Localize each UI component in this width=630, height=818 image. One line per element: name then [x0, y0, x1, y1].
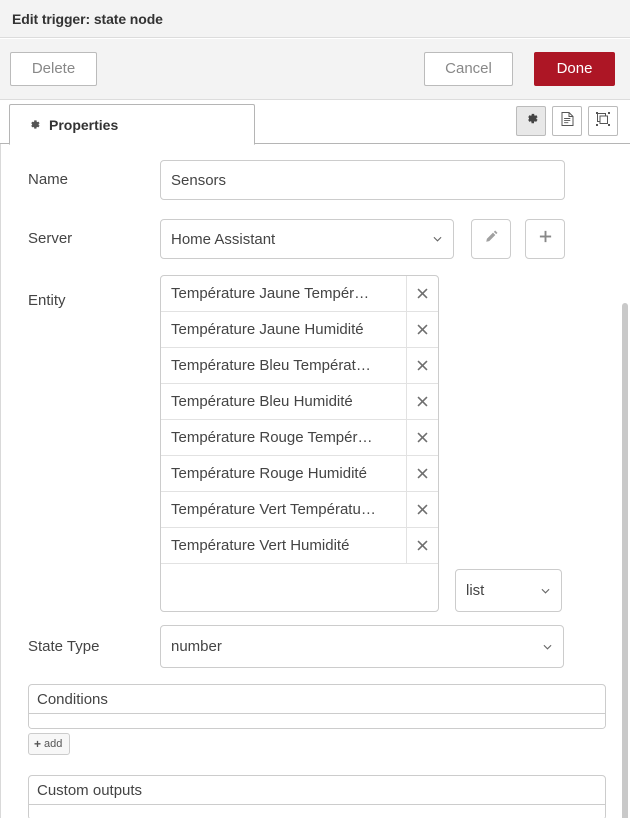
- entity-label: Entity: [28, 292, 66, 309]
- dialog-titlebar: Edit trigger: state node: [0, 0, 630, 38]
- close-icon[interactable]: [406, 419, 438, 456]
- conditions-panel: Conditions: [28, 684, 606, 729]
- entity-list-item-label: Température Vert Températu…: [171, 501, 376, 518]
- gear-icon: [524, 111, 539, 131]
- close-icon[interactable]: [406, 527, 438, 564]
- server-select-value: Home Assistant: [171, 230, 276, 248]
- entity-list-item[interactable]: Température Jaune Tempér…: [161, 276, 438, 312]
- entity-list-item-label: Température Jaune Humidité: [171, 321, 364, 338]
- node-appearance-icon: [595, 111, 611, 132]
- form-scrollbar-track[interactable]: [617, 145, 630, 818]
- custom-outputs-rows: [29, 805, 605, 818]
- edit-server-button[interactable]: [471, 219, 511, 259]
- delete-button[interactable]: Delete: [10, 52, 97, 86]
- properties-form: Name Server Home Assistant Entity: [0, 144, 630, 818]
- entity-list-item[interactable]: Température Vert Humidité: [161, 527, 438, 564]
- entity-list-item[interactable]: Température Bleu Températ…: [161, 347, 438, 384]
- close-icon[interactable]: [406, 276, 438, 312]
- server-select[interactable]: Home Assistant: [160, 219, 454, 259]
- entity-list-item[interactable]: Température Vert Températu…: [161, 491, 438, 528]
- close-icon[interactable]: [406, 347, 438, 384]
- chevron-down-icon: [433, 236, 442, 242]
- tab-properties-label: Properties: [49, 116, 119, 133]
- entity-match-type-value: list: [466, 582, 485, 599]
- node-tool-buttons: [516, 106, 618, 136]
- entity-new-entry-row[interactable]: [161, 564, 438, 611]
- dialog-title: Edit trigger: state node: [12, 11, 163, 27]
- description-icon: [560, 111, 575, 132]
- gear-icon: [28, 118, 41, 131]
- entity-list-item-label: Température Vert Humidité: [171, 537, 350, 554]
- custom-outputs-panel: Custom outputs: [28, 775, 606, 818]
- form-scrollbar-thumb[interactable]: [622, 303, 628, 818]
- tab-strip: Properties: [0, 101, 630, 145]
- cancel-button[interactable]: Cancel: [424, 52, 513, 86]
- plus-icon: +: [34, 737, 42, 751]
- node-description-button[interactable]: [552, 106, 582, 136]
- entity-list-item[interactable]: Température Rouge Tempér…: [161, 419, 438, 456]
- close-icon[interactable]: [406, 455, 438, 492]
- close-icon[interactable]: [406, 311, 438, 348]
- conditions-label: Conditions: [29, 685, 605, 714]
- add-server-button[interactable]: [525, 219, 565, 259]
- conditions-add-button[interactable]: + add: [28, 733, 71, 755]
- name-label: Name: [28, 171, 69, 188]
- tab-properties[interactable]: Properties: [9, 104, 255, 145]
- entity-list-item-label: Température Bleu Températ…: [171, 357, 371, 374]
- name-input[interactable]: [160, 160, 565, 200]
- plus-icon: [538, 229, 553, 249]
- conditions-rows: [29, 714, 605, 728]
- entity-list-item[interactable]: Température Bleu Humidité: [161, 383, 438, 420]
- custom-outputs-label: Custom outputs: [29, 776, 605, 805]
- entity-list-item-label: Température Rouge Tempér…: [171, 429, 373, 446]
- dialog-button-bar: Delete Cancel Done: [0, 39, 630, 100]
- state-type-select[interactable]: number: [160, 625, 564, 668]
- state-type-label: State Type: [28, 638, 100, 655]
- conditions-add-label: add: [44, 738, 63, 750]
- server-label: Server: [28, 230, 73, 247]
- entity-new-entry-input[interactable]: [161, 565, 438, 610]
- chevron-down-icon: [541, 588, 550, 594]
- entity-list-item-label: Température Bleu Humidité: [171, 393, 353, 410]
- entity-match-type-select[interactable]: list: [455, 569, 562, 612]
- entity-list-item[interactable]: Température Jaune Humidité: [161, 311, 438, 348]
- entity-list-item[interactable]: Température Rouge Humidité: [161, 455, 438, 492]
- entity-list-item-label: Température Jaune Tempér…: [171, 285, 370, 302]
- entity-list: Température Jaune Tempér… Température Jau…: [160, 275, 439, 612]
- close-icon[interactable]: [406, 383, 438, 420]
- node-appearance-button[interactable]: [588, 106, 618, 136]
- state-type-value: number: [171, 638, 222, 655]
- node-properties-button[interactable]: [516, 106, 546, 136]
- pencil-icon: [484, 229, 499, 249]
- chevron-down-icon: [543, 644, 552, 650]
- done-button[interactable]: Done: [534, 52, 615, 86]
- entity-list-item-label: Température Rouge Humidité: [171, 465, 367, 482]
- close-icon[interactable]: [406, 491, 438, 528]
